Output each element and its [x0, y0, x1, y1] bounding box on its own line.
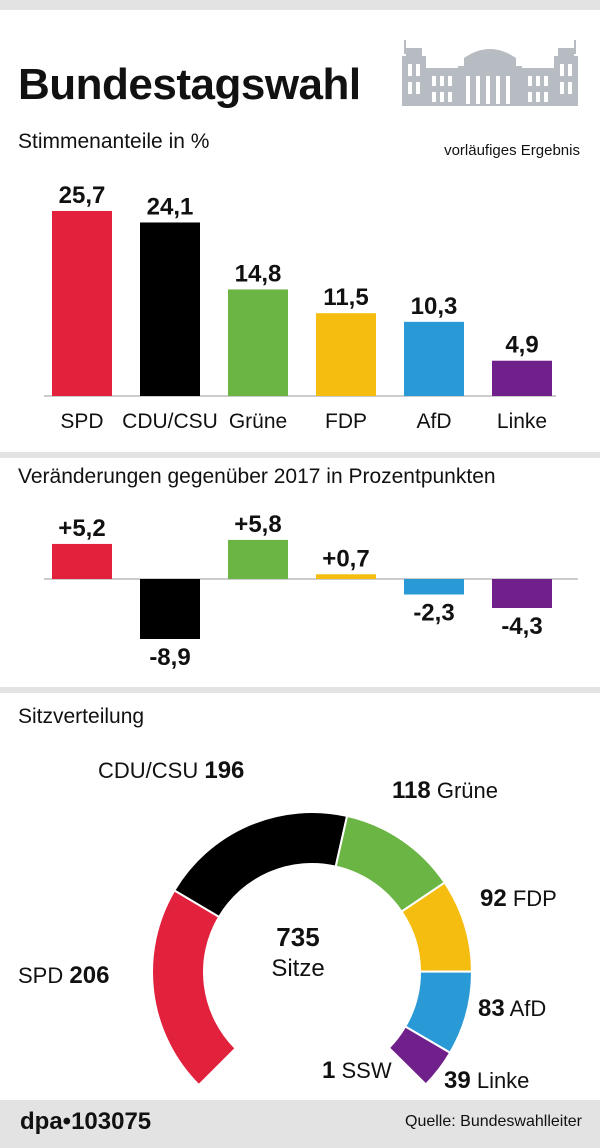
value-label-afd: 10,3 [411, 293, 458, 320]
divider [0, 452, 600, 458]
slice-linke [387, 1025, 452, 1086]
chart-subtitle: Stimmenanteile in % [18, 130, 210, 153]
bar-afd [404, 321, 464, 396]
value-label-linke: 4,9 [505, 332, 538, 359]
category-label-afd: AfD [416, 410, 451, 433]
seat-label-gr-ne: 118 Grüne [392, 777, 498, 804]
slice-cdu-csu [173, 811, 349, 919]
reichstag-icon [402, 40, 578, 106]
value-label-linke: -4,3 [501, 613, 542, 640]
bar-spd [52, 543, 112, 579]
seats-title: Sitzverteilung [18, 705, 145, 728]
value-label-cdu-csu: -8,9 [149, 644, 190, 671]
page-title: Bundestagswahl [18, 60, 361, 109]
category-label-fdp: FDP [325, 410, 367, 433]
value-label-spd: +5,2 [58, 515, 105, 542]
dpa-logo: dpa•103075 [20, 1108, 152, 1135]
category-label-spd: SPD [60, 410, 103, 433]
bar-afd [404, 579, 464, 595]
seat-label-fdp: 92 FDP [480, 885, 557, 912]
divider [0, 687, 600, 693]
category-label-linke: Linke [497, 410, 547, 433]
bar-spd [52, 210, 112, 396]
slice-spd [151, 889, 238, 1087]
seat-label-linke: 39 Linke [444, 1067, 529, 1094]
seat-total-value: 735 [276, 922, 320, 952]
source-note: Quelle: Bundeswahlleiter [405, 1113, 582, 1130]
seat-label-spd: SPD 206 [18, 962, 109, 989]
bar-gr-ne [228, 289, 288, 396]
value-label-gr-ne: 14,8 [235, 260, 282, 287]
seat-label-afd: 83 AfD [478, 995, 546, 1022]
category-label-gr-ne: Grüne [229, 410, 287, 433]
value-label-cdu-csu: 24,1 [147, 193, 194, 220]
vote-share-chart: 25,7 SPD 24,1 CDU/CSU 14,8 Grüne 11,5 FDP 10,3 Af… [44, 182, 556, 433]
footer: dpa•103075 Quelle: Bundeswahlleiter [0, 1100, 600, 1148]
bar-linke [492, 579, 552, 608]
category-label-cdu-csu: CDU/CSU [122, 410, 218, 433]
value-label-afd: -2,3 [413, 600, 454, 627]
bar-fdp [316, 313, 376, 396]
value-label-spd: 25,7 [59, 182, 106, 209]
seat-total: 735 Sitze [218, 922, 378, 983]
bar-linke [492, 360, 552, 396]
seat-label-cdu-csu: CDU/CSU 196 [98, 757, 244, 784]
bar-fdp [316, 574, 376, 579]
seat-total-label: Sitze [271, 955, 325, 982]
value-label-fdp: +0,7 [322, 545, 369, 572]
seat-label-ssw: 1 SSW [322, 1057, 392, 1084]
value-label-gr-ne: +5,8 [234, 511, 281, 538]
changes-title: Veränderungen gegenüber 2017 in Prozentp… [18, 465, 496, 488]
top-strip [0, 0, 600, 10]
value-label-fdp: 11,5 [323, 284, 368, 311]
provisional-note: vorläufiges Ergebnis [444, 142, 580, 159]
bar-cdu-csu [140, 579, 200, 639]
bar-gr-ne [228, 539, 288, 579]
seat-distribution-chart: SPD 206 CDU/CSU 196 118 Grüne 92 FDP 83 AfD 3… [18, 757, 557, 1094]
changes-chart: +5,2 -8,9 +5,8 +0,7 -2,3 -4,3 [44, 511, 578, 671]
bar-cdu-csu [140, 222, 200, 396]
